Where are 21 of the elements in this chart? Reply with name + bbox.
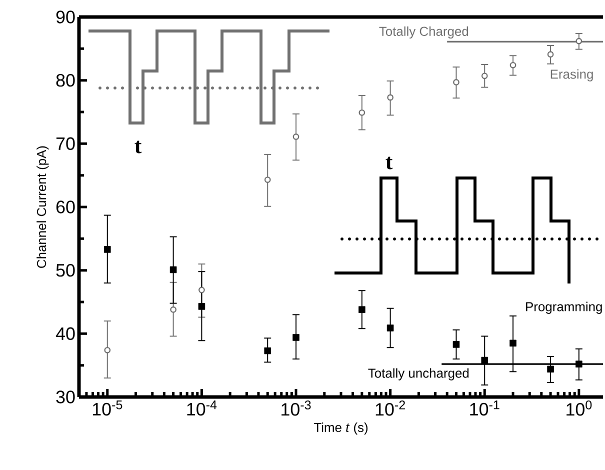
x-tick-label: 10$^{-3}$ [282, 400, 311, 416]
series-label: Erasing [550, 69, 593, 82]
y-tick-label: 50 [56, 264, 75, 277]
y-tick-label: 40 [56, 327, 75, 340]
y-tick-label: 60 [56, 200, 75, 214]
series-label: Totally uncharged [368, 368, 469, 380]
x-tick-label: 10$^{0}$ [566, 400, 592, 416]
text: Programming [526, 302, 602, 314]
series-label: Totally Charged [379, 26, 468, 39]
x-tick-label: 10$^{-1}$ [470, 400, 500, 416]
y-tick-label: 90 [56, 10, 75, 24]
y-tick-label: 30 [56, 390, 75, 404]
annotation: t [134, 140, 142, 154]
annotation: t [386, 156, 393, 170]
y-axis-title: Channel Current (pA) [36, 146, 49, 268]
x-tick-label: 10$^{-4}$ [187, 400, 217, 416]
x-tick-label: 10$^{-2}$ [376, 400, 405, 416]
y-tick-label: 80 [56, 74, 75, 87]
x-tick-label: 10$^{-5}$ [92, 400, 122, 416]
y-tick-label: 70 [56, 137, 75, 150]
x-axis-title: Time t (s) [314, 422, 368, 435]
